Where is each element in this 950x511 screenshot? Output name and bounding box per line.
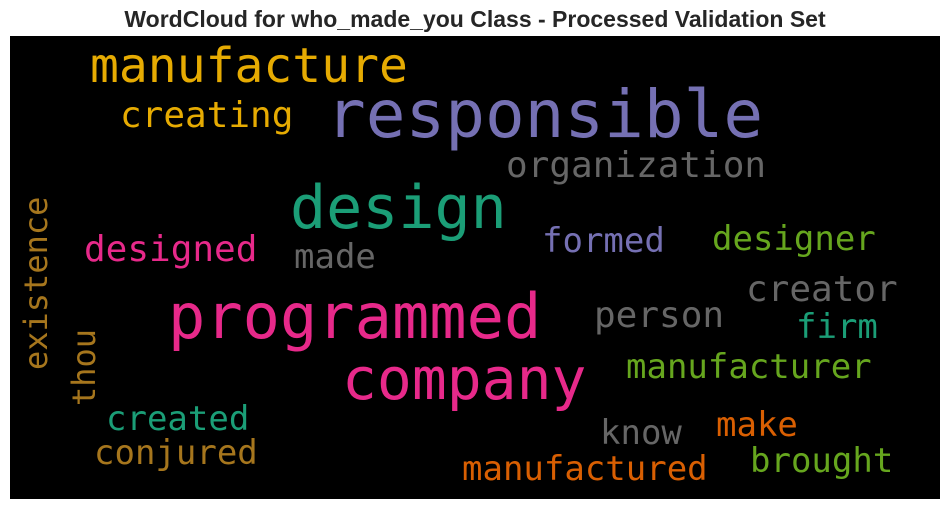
word-know: know	[600, 413, 682, 453]
word-manufacture: manufacture	[90, 38, 408, 94]
word-design: design	[290, 173, 507, 243]
word-creating: creating	[120, 95, 294, 136]
word-manufactured: manufactured	[462, 449, 708, 489]
word-person: person	[594, 295, 725, 336]
word-organization: organization	[506, 145, 767, 186]
word-cloud: manufacture responsible creating organiz…	[10, 36, 940, 499]
word-company: company	[342, 345, 587, 413]
word-existence: existence	[17, 196, 55, 370]
chart-title: WordCloud for who_made_you Class - Proce…	[124, 6, 826, 32]
word-responsible: responsible	[326, 76, 764, 153]
word-firm: firm	[796, 307, 878, 347]
word-conjured: conjured	[94, 433, 258, 473]
word-manufacturer: manufacturer	[626, 347, 872, 387]
word-thou: thou	[65, 328, 103, 406]
word-designed: designed	[84, 229, 258, 270]
word-made: made	[294, 237, 376, 277]
word-created: created	[106, 399, 250, 439]
word-creator: creator	[746, 269, 898, 310]
word-formed: formed	[542, 221, 665, 261]
word-designer: designer	[712, 219, 876, 259]
word-programmed: programmed	[168, 280, 542, 353]
word-brought: brought	[750, 441, 894, 481]
word-make: make	[716, 405, 798, 445]
